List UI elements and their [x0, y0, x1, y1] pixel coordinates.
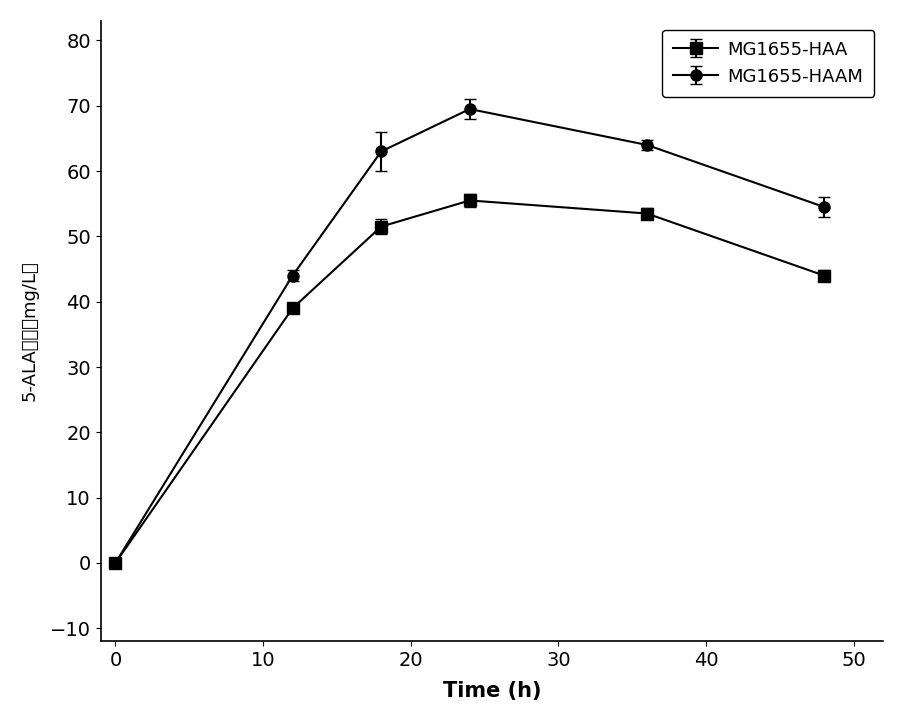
Y-axis label: 5-ALA含量（mg/L）: 5-ALA含量（mg/L） [21, 261, 39, 401]
Legend: MG1655-HAA, MG1655-HAAM: MG1655-HAA, MG1655-HAAM [662, 30, 873, 97]
X-axis label: Time (h): Time (h) [442, 681, 541, 701]
